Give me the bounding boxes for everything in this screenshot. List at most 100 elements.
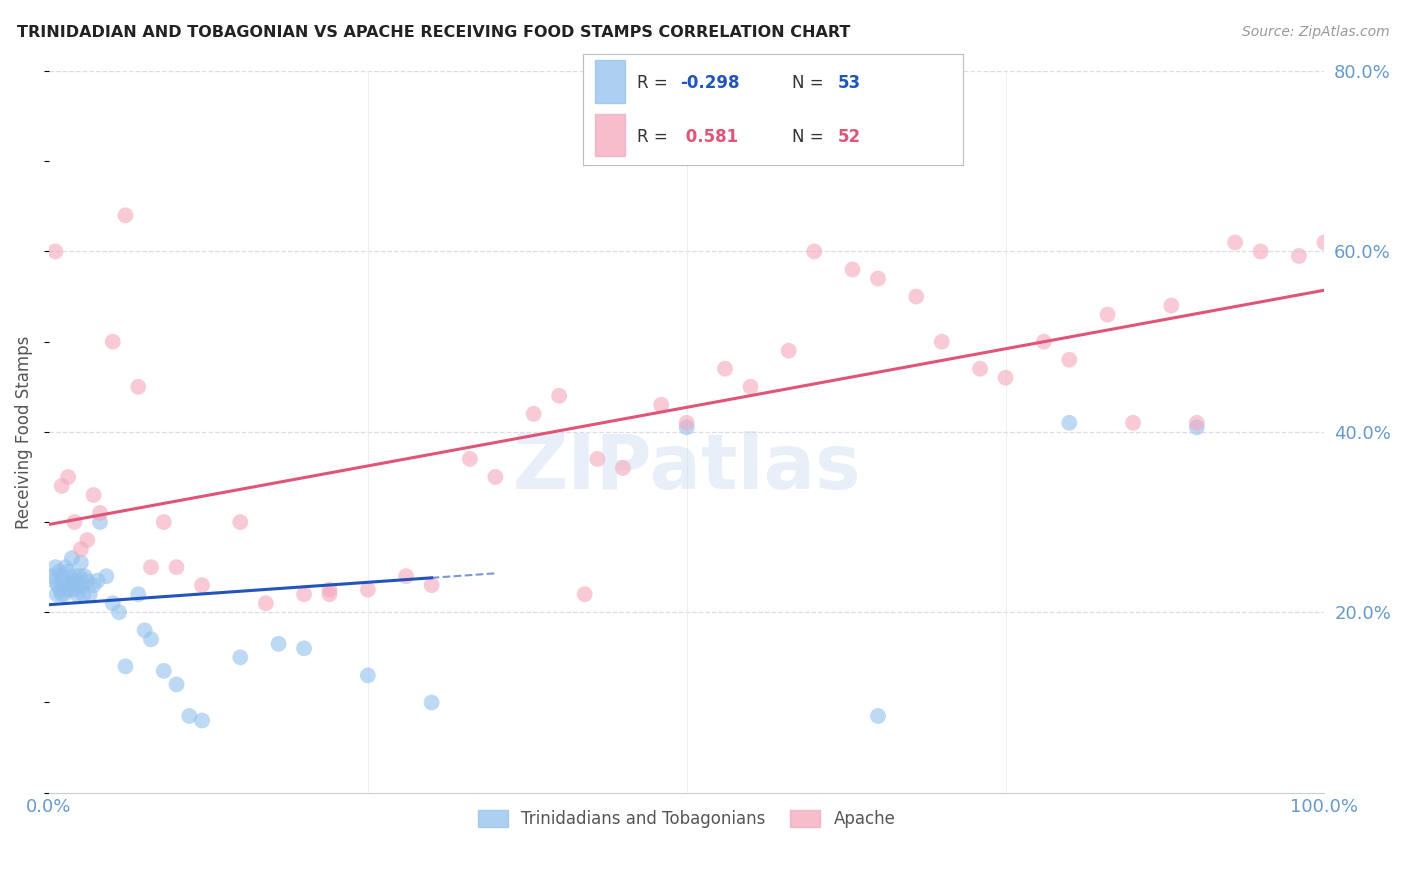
Point (318, 582, 340, 597)
Point (357, 582, 380, 597)
Point (63, 569, 86, 583)
Point (72, 587, 94, 601)
Point (89, 515, 111, 529)
Point (395, 569, 418, 583)
Point (60, 551, 83, 566)
Point (714, 361, 737, 376)
Point (179, 709, 201, 723)
Point (1288, 249, 1310, 263)
Text: TRINIDADIAN AND TOBAGONIAN VS APACHE RECEIVING FOOD STAMPS CORRELATION CHART: TRINIDADIAN AND TOBAGONIAN VS APACHE REC… (17, 25, 851, 40)
Point (89, 506, 111, 520)
Point (166, 560, 188, 574)
Point (65, 574, 87, 588)
Point (905, 289, 928, 303)
Point (70, 578, 93, 592)
Point (69, 569, 91, 583)
Point (675, 416, 697, 430)
Point (458, 451, 481, 466)
Text: 0.581: 0.581 (681, 128, 738, 145)
Point (114, 659, 136, 673)
Point (101, 334, 124, 349)
Point (56, 578, 79, 592)
Point (191, 714, 214, 728)
Point (53, 587, 76, 601)
Point (1185, 416, 1208, 430)
Point (42, 574, 65, 588)
Point (127, 587, 149, 601)
Point (134, 624, 156, 638)
Point (778, 343, 800, 358)
Point (1223, 235, 1246, 250)
Text: R =: R = (637, 74, 672, 92)
Point (931, 334, 953, 349)
Point (357, 668, 380, 682)
Point (292, 641, 315, 656)
Point (58, 582, 80, 597)
Point (229, 515, 252, 529)
Text: 53: 53 (838, 74, 860, 92)
Bar (595, 61, 626, 103)
Bar (595, 114, 626, 156)
Point (841, 262, 863, 277)
Point (650, 398, 672, 412)
Legend: Trinidadians and Tobagonians, Apache: Trinidadians and Tobagonians, Apache (471, 804, 903, 835)
Point (44, 560, 66, 574)
Point (45, 587, 67, 601)
Text: N =: N = (793, 128, 830, 145)
Point (83, 578, 105, 592)
Point (1122, 416, 1144, 430)
Point (67, 578, 90, 592)
Point (63, 515, 86, 529)
Text: 52: 52 (838, 128, 860, 145)
Point (48, 565, 70, 579)
Text: Source: ZipAtlas.com: Source: ZipAtlas.com (1241, 25, 1389, 39)
Text: R =: R = (637, 128, 672, 145)
Point (114, 208, 136, 222)
Point (152, 515, 174, 529)
Point (866, 271, 889, 285)
Point (1097, 308, 1119, 322)
Point (62, 574, 84, 588)
Text: ZIPatlas: ZIPatlas (512, 431, 860, 505)
Point (56, 565, 79, 579)
Point (740, 380, 762, 394)
Text: N =: N = (793, 74, 830, 92)
Point (42, 569, 65, 583)
Point (49, 582, 72, 597)
Point (803, 244, 825, 259)
Point (1059, 352, 1081, 367)
Point (73, 569, 96, 583)
Point (191, 578, 214, 592)
Point (574, 587, 596, 601)
Point (166, 677, 188, 691)
Point (586, 451, 609, 466)
Point (51, 569, 73, 583)
Point (267, 637, 290, 651)
Point (612, 461, 634, 475)
Point (292, 587, 315, 601)
Text: -0.298: -0.298 (681, 74, 740, 92)
Point (127, 380, 149, 394)
Point (994, 370, 1017, 384)
Point (52, 574, 75, 588)
Point (101, 596, 124, 610)
Point (86, 574, 108, 588)
Point (1059, 416, 1081, 430)
Point (76, 533, 98, 547)
Point (254, 596, 277, 610)
Point (229, 650, 252, 665)
Point (96, 569, 118, 583)
Point (1313, 235, 1336, 250)
Point (63, 582, 86, 597)
Point (70, 556, 93, 570)
Point (108, 605, 131, 619)
Point (420, 696, 443, 710)
Point (420, 578, 443, 592)
Point (51, 479, 73, 493)
Point (66, 587, 89, 601)
Point (523, 407, 546, 421)
Point (1250, 244, 1272, 259)
Point (139, 632, 162, 647)
Point (1032, 334, 1054, 349)
Point (83, 488, 105, 502)
